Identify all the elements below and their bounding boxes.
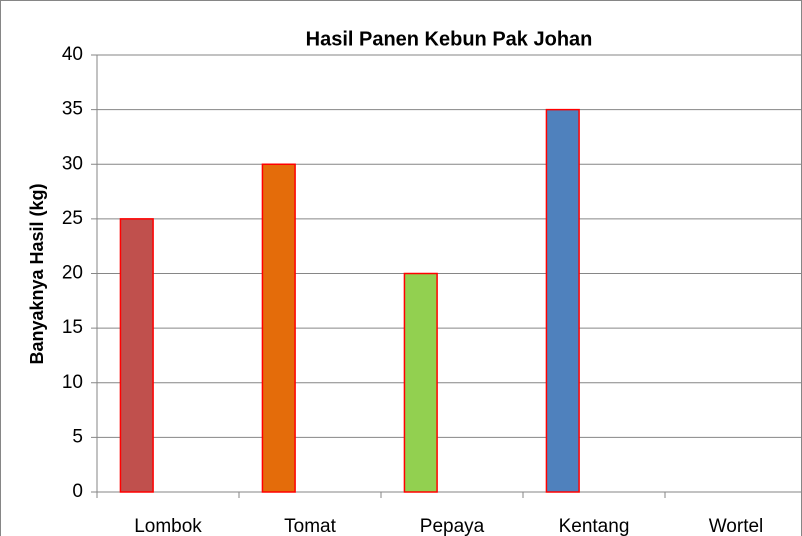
y-tick-label: 10: [62, 372, 83, 393]
y-tick-label: 25: [62, 208, 83, 229]
bar: [403, 272, 438, 493]
y-tick-label: 35: [62, 99, 83, 120]
x-tick-label: Kentang: [559, 516, 630, 536]
bar: [119, 218, 154, 493]
x-tick-label: Wortel: [709, 516, 764, 536]
y-tick-label: 0: [72, 481, 83, 502]
x-tick-label: Tomat: [284, 516, 336, 536]
chart-title: Hasil Panen Kebun Pak Johan: [306, 28, 593, 50]
y-tick-label: 20: [62, 263, 83, 284]
x-tick-label: Pepaya: [420, 516, 485, 536]
bar: [261, 163, 296, 493]
bar: [545, 108, 580, 493]
y-tick-label: 30: [62, 153, 83, 174]
y-tick-label: 15: [62, 317, 83, 338]
y-tick-label: 5: [72, 426, 83, 447]
y-axis-label: Banyaknya Hasil (kg): [27, 183, 47, 364]
y-tick-label: 40: [62, 44, 83, 65]
x-tick-label: Lombok: [134, 516, 202, 536]
